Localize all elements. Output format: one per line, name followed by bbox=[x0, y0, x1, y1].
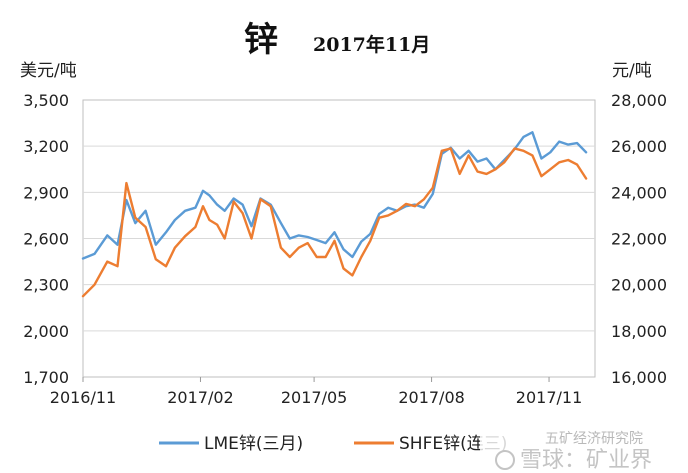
x-tick-label: 2017/11 bbox=[516, 388, 582, 407]
x-tick-labels: 2016/11 2017/02 2017/05 2017/08 2017/11 bbox=[50, 377, 582, 407]
watermark-logo-icon bbox=[495, 450, 515, 470]
series-line-lme bbox=[81, 131, 588, 260]
y-right-tick-label: 24,000 bbox=[611, 183, 667, 202]
y-left-tick-labels: 3,500 3,200 2,900 2,600 2,300 2,000 1,700 bbox=[23, 91, 69, 387]
watermark: 五矿经济研究院 雪球：矿业界 bbox=[480, 428, 685, 473]
gridlines bbox=[83, 145, 595, 332]
y-right-tick-label: 16,000 bbox=[611, 368, 667, 387]
watermark-line1: 五矿经济研究院 bbox=[545, 431, 643, 447]
legend: LME锌(三月) SHFE锌(连三) bbox=[159, 434, 507, 454]
x-tick-label: 2017/02 bbox=[167, 388, 233, 407]
x-tick-label: 2016/11 bbox=[50, 388, 116, 407]
y-right-tick-label: 18,000 bbox=[611, 322, 667, 341]
legend-label-lme: LME锌(三月) bbox=[204, 434, 303, 454]
y-right-tick-labels: 28,000 26,000 24,000 22,000 20,000 18,000 16,0… bbox=[611, 91, 667, 387]
watermark-line2: 雪球：矿业界 bbox=[520, 448, 652, 473]
y-left-tick-label: 2,600 bbox=[23, 230, 69, 249]
y-left-tick-label: 1,700 bbox=[23, 368, 69, 387]
y-right-tick-label: 22,000 bbox=[611, 230, 667, 249]
y-right-tick-label: 20,000 bbox=[611, 276, 667, 295]
y-left-tick-label: 3,200 bbox=[23, 137, 69, 156]
series-line-shfe bbox=[81, 147, 588, 298]
y-left-tick-label: 3,500 bbox=[23, 91, 69, 110]
y-left-tick-label: 2,900 bbox=[23, 183, 69, 202]
y-left-tick-label: 2,000 bbox=[23, 322, 69, 341]
x-tick-label: 2017/05 bbox=[281, 388, 347, 407]
y-right-unit: 元/吨 bbox=[612, 61, 652, 81]
x-tick-label: 2017/08 bbox=[398, 388, 464, 407]
chart-subtitle: 2017年11月 bbox=[313, 33, 430, 56]
chart-title: 锌 bbox=[244, 20, 278, 60]
y-left-unit: 美元/吨 bbox=[20, 61, 77, 81]
y-right-tick-label: 28,000 bbox=[611, 91, 667, 110]
series-lines bbox=[81, 131, 588, 298]
y-left-tick-label: 2,300 bbox=[23, 276, 69, 295]
y-right-tick-label: 26,000 bbox=[611, 137, 667, 156]
